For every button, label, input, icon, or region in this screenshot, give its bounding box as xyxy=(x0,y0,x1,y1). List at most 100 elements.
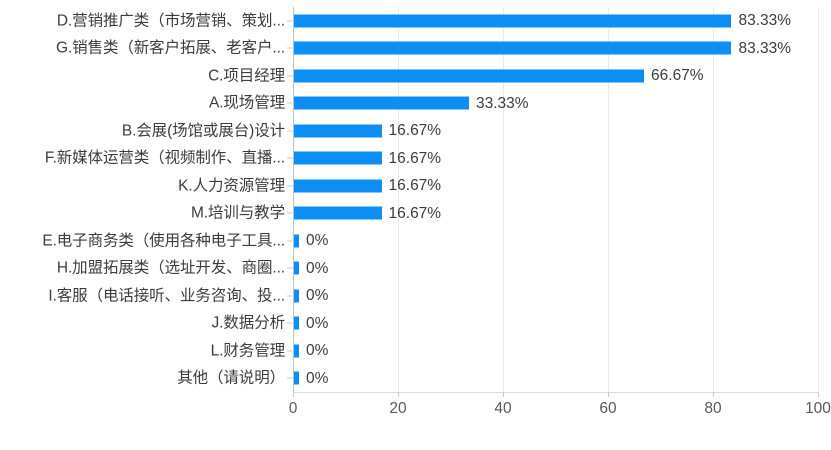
bar-row[interactable]: C.项目经理 66.67% xyxy=(0,62,831,90)
bar[interactable] xyxy=(294,261,299,275)
category-label: J.数据分析 xyxy=(211,314,286,332)
category-label: G.销售类（新客户拓展、老客户... xyxy=(56,39,285,57)
bar-track: 33.33% xyxy=(294,94,819,112)
bar-rows: D.营销推广类（市场营销、策划... 83.33% G.销售类（新客户拓展、老客户.… xyxy=(0,7,831,392)
bar[interactable] xyxy=(294,344,299,358)
bar[interactable] xyxy=(294,96,469,110)
bar-row[interactable]: B.会展(场馆或展台)设计 16.67% xyxy=(0,117,831,145)
x-axis-tick-label: 0 xyxy=(288,400,298,417)
bar-track: 0% xyxy=(294,287,819,304)
bar-track: 83.33% xyxy=(294,13,819,28)
bar-row[interactable]: D.营销推广类（市场营销、策划... 83.33% xyxy=(0,7,831,35)
category-label: D.营销推广类（市场营销、策划... xyxy=(56,12,285,29)
bar[interactable] xyxy=(294,234,299,248)
bar-track: 66.67% xyxy=(294,67,819,84)
bar-value-label: 0% xyxy=(306,287,329,304)
category-label: K.人力资源管理 xyxy=(178,177,285,194)
bar-track: 16.67% xyxy=(294,122,819,139)
bar-row[interactable]: E.电子商务类（使用各种电子工具... 0% xyxy=(0,227,831,255)
bar-track: 16.67% xyxy=(294,204,819,222)
bar[interactable] xyxy=(294,69,645,83)
category-tick-mark xyxy=(287,240,293,242)
bar-row[interactable]: L.财务管理 0% xyxy=(0,337,831,365)
bar-row[interactable]: 其他（请说明） 0% xyxy=(0,365,831,393)
category-label: E.电子商务类（使用各种电子工具... xyxy=(42,232,285,249)
x-axis-tick-mark xyxy=(503,392,504,397)
gridline xyxy=(398,7,399,392)
x-axis-tick-mark xyxy=(818,392,819,397)
category-tick-mark xyxy=(287,377,293,379)
category-label: A.现场管理 xyxy=(208,94,285,112)
bar-value-label: 83.33% xyxy=(738,39,792,57)
category-tick-mark xyxy=(287,20,293,22)
bar-row[interactable]: A.现场管理 33.33% xyxy=(0,90,831,118)
category-label: C.项目经理 xyxy=(208,67,285,84)
category-tick-mark xyxy=(287,267,293,269)
bar-value-label: 66.67% xyxy=(651,67,704,84)
bar[interactable] xyxy=(294,179,382,193)
bar-row[interactable]: G.销售类（新客户拓展、老客户... 83.33% xyxy=(0,35,831,63)
x-axis-tick-label: 20 xyxy=(389,400,407,417)
bar[interactable] xyxy=(294,316,299,330)
bar-track: 0% xyxy=(294,342,819,359)
bar[interactable] xyxy=(294,151,382,165)
category-label: H.加盟拓展类（选址开发、商圈... xyxy=(56,259,285,277)
bar-row[interactable]: H.加盟拓展类（选址开发、商圈... 0% xyxy=(0,255,831,283)
x-axis-tick-label: 40 xyxy=(494,400,512,417)
x-axis-tick-mark xyxy=(608,392,609,397)
bar[interactable] xyxy=(294,289,299,303)
bar-value-label: 0% xyxy=(306,369,329,387)
x-axis-tick-label: 60 xyxy=(599,400,617,417)
bar-value-label: 16.67% xyxy=(388,122,442,139)
bar-track: 0% xyxy=(294,369,819,387)
x-axis-tick-label: 80 xyxy=(704,400,722,417)
bar[interactable] xyxy=(294,371,299,385)
category-label: I.客服（电话接听、业务咨询、投... xyxy=(48,287,285,304)
bar[interactable] xyxy=(294,206,382,220)
category-tick-mark xyxy=(287,185,293,187)
category-label: M.培训与教学 xyxy=(190,204,285,222)
gridline xyxy=(503,7,504,392)
category-tick-mark xyxy=(287,295,293,297)
bar-value-label: 16.67% xyxy=(388,149,442,167)
category-tick-mark xyxy=(287,322,293,324)
bar-value-label: 0% xyxy=(306,314,329,332)
bar-value-label: 0% xyxy=(306,342,329,359)
bar-row[interactable]: J.数据分析 0% xyxy=(0,310,831,338)
x-axis-tick-mark xyxy=(398,392,399,397)
bar[interactable] xyxy=(294,41,732,55)
category-label: L.财务管理 xyxy=(210,342,285,359)
category-axis-line xyxy=(293,392,819,393)
bar-track: 83.33% xyxy=(294,39,819,57)
bar-value-label: 16.67% xyxy=(388,204,442,222)
category-tick-mark xyxy=(287,212,293,214)
gridline xyxy=(608,7,609,392)
x-axis-tick-mark xyxy=(713,392,714,397)
bar-value-label: 16.67% xyxy=(388,177,442,194)
bar-row[interactable]: M.培训与教学 16.67% xyxy=(0,200,831,228)
bar-track: 0% xyxy=(294,260,819,276)
bar-row[interactable]: I.客服（电话接听、业务咨询、投... 0% xyxy=(0,282,831,310)
bar[interactable] xyxy=(294,14,732,28)
category-label: B.会展(场馆或展台)设计 xyxy=(121,122,285,139)
bar-value-label: 33.33% xyxy=(475,94,529,112)
category-tick-mark xyxy=(287,75,293,77)
category-tick-mark xyxy=(287,47,293,49)
value-axis-line xyxy=(293,7,294,393)
bar-row[interactable]: K.人力资源管理 16.67% xyxy=(0,172,831,200)
category-tick-mark xyxy=(287,157,293,159)
x-axis-tick-label: 100 xyxy=(805,400,831,417)
gridline xyxy=(713,7,714,392)
bar[interactable] xyxy=(294,124,382,138)
category-tick-mark xyxy=(287,350,293,352)
category-tick-mark xyxy=(287,102,293,104)
bar-track: 16.67% xyxy=(294,177,819,194)
bar-row[interactable]: F.新媒体运营类（视频制作、直播... 16.67% xyxy=(0,145,831,173)
category-label: 其他（请说明） xyxy=(177,369,285,387)
bar-value-label: 0% xyxy=(306,232,329,249)
category-tick-mark xyxy=(287,130,293,132)
bar-track: 0% xyxy=(294,314,819,332)
bar-track: 16.67% xyxy=(294,149,819,167)
gridline xyxy=(818,7,819,392)
